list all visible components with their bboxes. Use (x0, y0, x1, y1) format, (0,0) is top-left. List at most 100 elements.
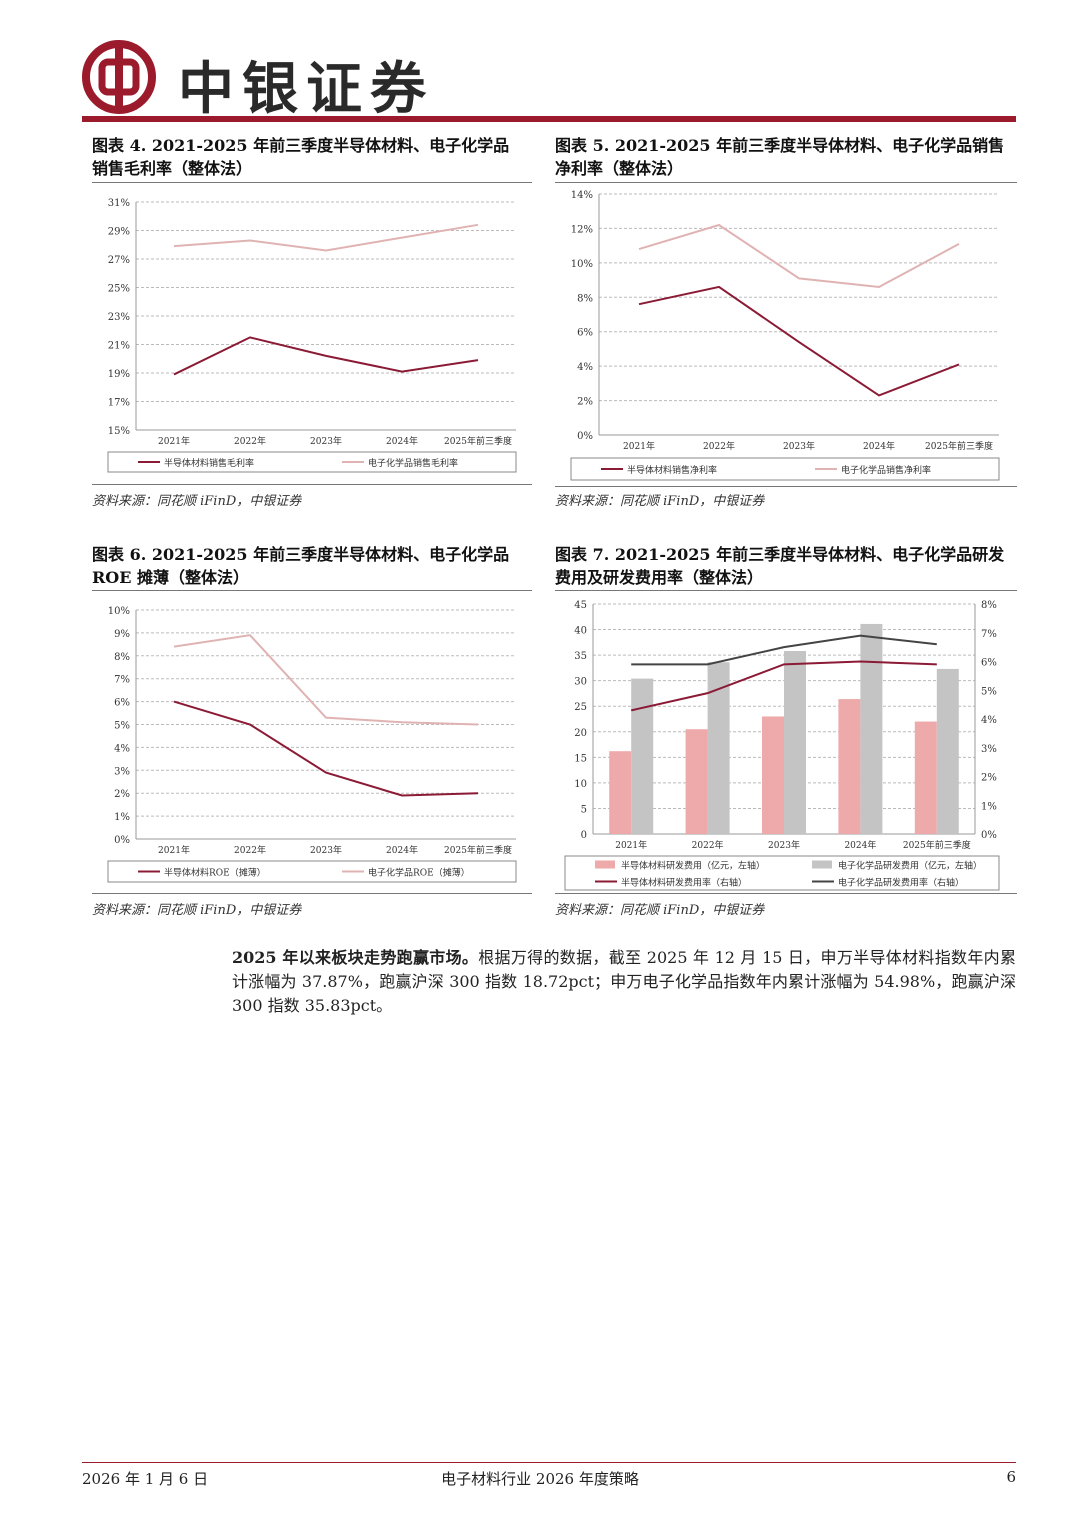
y-tick-label: 30 (574, 677, 587, 688)
series-line (638, 223, 960, 288)
market-paragraph: 2025 年以来板块走势跑赢市场。根据万得的数据，截至 2025 年 12 月 … (232, 946, 1016, 1018)
x-tick-label: 2021年 (615, 839, 647, 851)
y-tick-label: 19% (108, 369, 130, 380)
legend-swatch (595, 860, 615, 869)
chart5-source: 资料来源：同花顺 iFinD，中银证券 (555, 494, 765, 509)
series-line (173, 223, 479, 252)
x-tick-label: 2022年 (703, 440, 735, 452)
y2-tick-label: 8% (981, 600, 997, 611)
x-tick-label: 2021年 (158, 435, 190, 447)
x-tick-label: 2025年前三季度 (903, 839, 971, 851)
chart4-title-line2: 销售毛利率（整体法） (92, 159, 253, 178)
y-tick-label: 5 (581, 804, 587, 815)
y-tick-label: 29% (108, 227, 130, 238)
y-tick-label: 20 (574, 728, 587, 739)
series-line (173, 336, 479, 376)
y2-tick-label: 7% (981, 629, 997, 640)
x-tick-label: 2024年 (386, 435, 418, 447)
series-line (173, 634, 479, 726)
x-tick-label: 2025年前三季度 (925, 440, 993, 452)
y-tick-label: 1% (114, 812, 130, 823)
paragraph-body: 根据万得的数据，截至 2025 年 12 月 15 日，申万半导体材料指数年内累… (232, 948, 1016, 1015)
y2-tick-label: 1% (981, 801, 997, 812)
y-tick-label: 9% (114, 629, 130, 640)
chart4-source: 资料来源：同花顺 iFinD，中银证券 (92, 494, 302, 509)
chart4-title-line1: 2021-2025 年前三季度半导体材料、电子化学品 (151, 136, 510, 155)
y-tick-label: 10% (108, 606, 130, 617)
chart4-bottom-rule (92, 484, 532, 485)
x-tick-label: 2024年 (863, 440, 895, 452)
series-line (631, 634, 937, 666)
y-tick-label: 40 (574, 626, 587, 637)
legend-label: 电子化学品销售毛利率 (368, 457, 458, 469)
chart7-title-line1: 2021-2025 年前三季度半导体材料、电子化学品研发 (614, 545, 1005, 564)
x-tick-label: 2021年 (623, 440, 655, 452)
x-tick-label: 2023年 (310, 435, 342, 447)
chart7-top-rule (555, 590, 1017, 591)
y-tick-label: 6% (577, 328, 593, 339)
legend-label: 半导体材料ROE（摊薄） (164, 867, 266, 879)
legend-box (564, 855, 1000, 891)
y-tick-label: 12% (571, 224, 593, 235)
paragraph-lead: 2025 年以来板块走势跑赢市场。 (232, 948, 479, 967)
y-tick-label: 45 (574, 600, 587, 611)
y2-tick-label: 3% (981, 744, 997, 755)
chart6-top-rule (92, 590, 532, 591)
report-header: 中银证券 (82, 40, 1016, 124)
legend-label: 电子化学品研发费用率（右轴） (838, 877, 964, 889)
x-tick-label: 2025年前三季度 (444, 844, 512, 856)
chart6-source: 资料来源：同花顺 iFinD，中银证券 (92, 903, 302, 918)
y-tick-label: 0% (577, 431, 593, 442)
y-tick-label: 31% (108, 198, 130, 209)
bar (838, 699, 861, 834)
y-tick-label: 4% (577, 362, 593, 373)
y2-tick-label: 5% (981, 686, 997, 697)
chart4-title: 图表 4. 2021-2025 年前三季度半导体材料、电子化学品 销售毛利率（整… (92, 134, 532, 180)
chart4-label: 图表 4. (92, 136, 147, 155)
chart6-svg: 0% 1% 2% 3% 4% 5% 6% 7% 8% 9% 10% 2021年 2022年 2023年 20… (107, 606, 517, 883)
chart7-title-line2: 费用及研发费用率（整体法） (555, 568, 764, 587)
chart5-title-line2: 净利率（整体法） (555, 159, 684, 178)
x-tick-label: 2024年 (844, 839, 876, 851)
y-tick-label: 25% (108, 284, 130, 295)
footer-title: 电子材料行业 2026 年度策略 (441, 1470, 639, 1488)
series-line (173, 700, 479, 797)
bar (762, 716, 784, 834)
x-tick-label: 2022年 (234, 435, 266, 447)
y-tick-label: 23% (108, 312, 130, 323)
y-tick-label: 5% (114, 721, 130, 732)
legend-label: 电子化学品ROE（摊薄） (368, 867, 470, 879)
legend-label: 半导体材料销售毛利率 (164, 457, 254, 469)
chart6-bottom-rule (92, 893, 532, 894)
chart5-title-line1: 2021-2025 年前三季度半导体材料、电子化学品销售 (614, 136, 1005, 155)
x-tick-label: 2023年 (768, 839, 800, 851)
chart5-top-rule (555, 182, 1017, 183)
chart4-svg: 15% 17% 19% 21% 23% 25% 27% 29% 31% 2021年 2022年 202… (107, 198, 517, 473)
legend-label: 半导体材料销售净利率 (627, 464, 717, 476)
bar (609, 751, 632, 834)
legend-label: 电子化学品销售净利率 (841, 464, 931, 476)
y-tick-label: 25 (574, 702, 587, 713)
chart5-svg: 0% 2% 4% 6% 8% 10% 12% 14% 2021年 2022年 2023年 2024年 2… (570, 190, 1000, 481)
y-tick-label: 2% (577, 397, 593, 408)
chart6-title-line1: 2021-2025 年前三季度半导体材料、电子化学品 (151, 545, 510, 564)
y2-tick-label: 6% (981, 658, 997, 669)
header-bar (82, 116, 1016, 122)
y-tick-label: 15% (108, 426, 130, 437)
x-tick-label: 2024年 (386, 844, 418, 856)
y-tick-label: 8% (114, 652, 130, 663)
y-tick-label: 15 (574, 753, 587, 764)
x-tick-label: 2022年 (234, 844, 266, 856)
y-tick-label: 21% (108, 341, 130, 352)
chart7-bottom-rule (555, 893, 1017, 894)
chart6-title-line2: ROE 摊薄（整体法） (92, 568, 250, 587)
y-tick-label: 4% (114, 743, 130, 754)
y-tick-label: 8% (577, 293, 593, 304)
legend-box (107, 860, 517, 883)
y-tick-label: 3% (114, 766, 130, 777)
bar (631, 678, 654, 834)
y-tick-label: 2% (114, 789, 130, 800)
chart6-label: 图表 6. (92, 545, 147, 564)
footer-date: 2026 年 1 月 6 日 (82, 1470, 209, 1488)
bar (936, 668, 959, 834)
